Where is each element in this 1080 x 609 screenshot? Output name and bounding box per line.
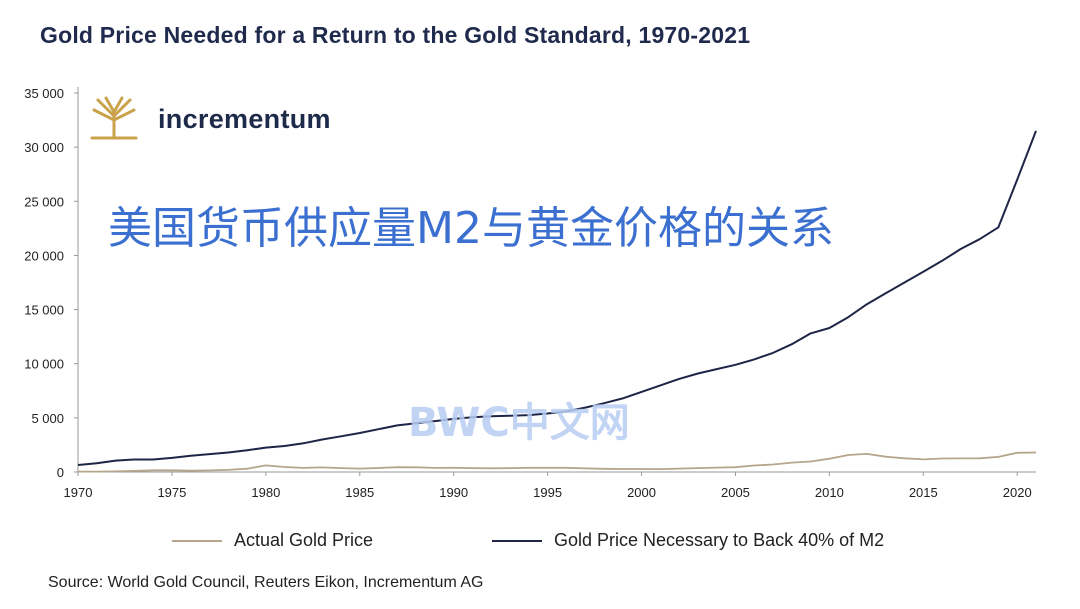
chart-title: Gold Price Needed for a Return to the Go… xyxy=(40,22,751,48)
x-tick-label: 1975 xyxy=(157,485,186,500)
y-tick-label: 0 xyxy=(57,465,64,480)
x-tick-label: 2010 xyxy=(815,485,844,500)
legend-swatch-actual xyxy=(172,540,222,543)
watermark: BWC中文网 xyxy=(408,400,630,446)
incrementum-logo-text: incrementum xyxy=(158,104,331,134)
overlay-caption: 美国货币供应量M2与黄金价格的关系 xyxy=(108,203,834,254)
y-tick-label: 25 000 xyxy=(24,194,64,209)
x-tick-label: 1995 xyxy=(533,485,562,500)
x-tick-label: 1990 xyxy=(439,485,468,500)
source-note: Source: World Gold Council, Reuters Eiko… xyxy=(48,574,484,591)
x-tick-label: 2000 xyxy=(627,485,656,500)
x-tick-label: 2005 xyxy=(721,485,750,500)
x-tick-label: 1985 xyxy=(345,485,374,500)
x-tick-label: 2015 xyxy=(909,485,938,500)
series-line-m2-backed-price xyxy=(77,130,1037,466)
y-tick-label: 30 000 xyxy=(24,140,64,155)
x-tick-label: 2020 xyxy=(1003,485,1032,500)
y-tick-label: 35 000 xyxy=(24,86,64,101)
tree-logo-icon xyxy=(90,96,138,140)
y-tick-label: 20 000 xyxy=(24,248,64,263)
legend-swatch-m2 xyxy=(492,540,542,543)
legend-label-actual: Actual Gold Price xyxy=(234,530,374,550)
y-tick-label: 15 000 xyxy=(24,303,64,318)
x-tick-label: 1980 xyxy=(251,485,280,500)
legend-label-m2: Gold Price Necessary to Back 40% of M2 xyxy=(554,530,885,550)
legend-item-m2: Gold Price Necessary to Back 40% of M2 xyxy=(492,530,884,551)
legend-item-actual: Actual Gold Price xyxy=(172,530,373,551)
series-line-actual-gold-price xyxy=(78,451,1037,473)
y-tick-label: 5 000 xyxy=(31,411,64,426)
x-tick-label: 1970 xyxy=(64,485,93,500)
y-tick-label: 10 000 xyxy=(24,357,64,372)
